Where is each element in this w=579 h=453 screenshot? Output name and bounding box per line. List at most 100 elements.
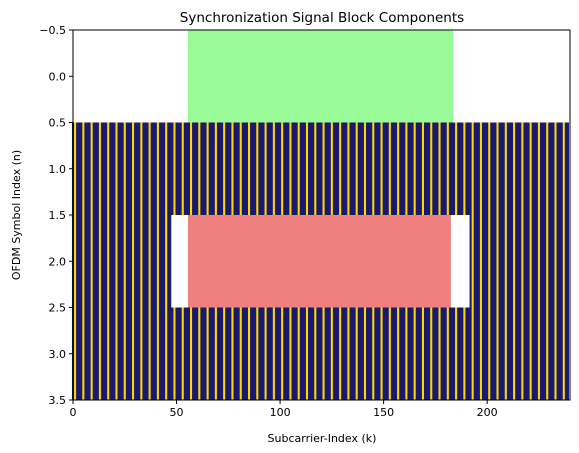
dmrs-cell-n1-k169 [421,122,425,215]
dmrs-cell-n1-k173 [430,122,433,215]
dmrs-cell-n1-k181 [446,122,449,215]
dmrs-cell-n3-k141 [363,307,367,400]
dmrs-cell-n1-k237 [562,122,565,215]
dmrs-cell-n2-k5 [82,215,85,308]
dmrs-cell-n1-k193 [471,122,474,215]
region-guard-n2-k48 [171,215,188,308]
dmrs-cell-n1-k189 [463,122,466,215]
dmrs-cell-n2-k17 [107,215,110,308]
dmrs-cell-n3-k45 [165,307,168,400]
dmrs-cell-n3-k49 [173,307,176,400]
dmrs-cell-n1-k1 [74,122,77,215]
dmrs-cell-n3-k33 [140,307,143,400]
dmrs-cell-n3-k89 [256,307,259,400]
dmrs-cell-n3-k129 [339,307,342,400]
region-sss-n2-k56 [187,215,451,308]
x-axis: 0 50 100 150 200 [70,400,498,419]
dmrs-cell-n2-k233 [554,215,557,308]
y-tick-label: 0.0 [49,70,67,83]
dmrs-cell-n3-k201 [488,307,491,400]
dmrs-cell-n3-k217 [521,307,524,400]
dmrs-cell-n1-k165 [413,122,416,215]
dmrs-cell-n1-k5 [82,122,85,215]
dmrs-cell-n3-k29 [132,307,135,400]
region-guard-n2-k183 [450,215,470,308]
dmrs-cell-n1-k93 [264,122,267,215]
region-pss-n0-k56 [187,30,453,123]
dmrs-cell-n3-k177 [438,307,441,400]
dmrs-cell-n3-k85 [247,307,251,400]
dmrs-cell-n2-k25 [123,215,126,308]
dmrs-cell-n3-k117 [314,307,317,400]
dmrs-cell-n1-k185 [455,122,458,215]
dmrs-cell-n2-k41 [156,215,159,308]
dmrs-cell-n1-k125 [330,122,333,215]
dmrs-cell-n3-k77 [231,307,234,400]
dmrs-cell-n1-k109 [297,122,300,215]
dmrs-cell-n1-k145 [372,122,375,215]
y-tick-label: −0.5 [39,24,66,37]
dmrs-cell-n1-k149 [380,122,383,215]
dmrs-cell-n1-k49 [173,122,176,215]
dmrs-cell-n1-k33 [140,122,143,215]
x-tick-label: 50 [170,406,184,419]
dmrs-cell-n2-k21 [115,215,118,308]
dmrs-cell-n3-k25 [123,307,126,400]
dmrs-cell-n1-k21 [115,122,118,215]
dmrs-cell-n1-k89 [256,122,259,215]
dmrs-cell-n2-k221 [529,215,532,308]
dmrs-cell-n1-k17 [107,122,110,215]
region-pbch-n2-k192 [469,215,569,308]
dmrs-cell-n1-k113 [305,122,309,215]
dmrs-cell-n1-k213 [513,122,516,215]
dmrs-cell-n3-k1 [74,307,77,400]
dmrs-cell-n1-k205 [496,122,499,215]
dmrs-cell-n1-k97 [272,122,275,215]
dmrs-cell-n3-k97 [272,307,275,400]
dmrs-cell-n3-k93 [264,307,267,400]
y-tick-label: 1.5 [49,209,67,222]
dmrs-cell-n1-k177 [438,122,441,215]
dmrs-cell-n3-k197 [479,307,482,400]
dmrs-cell-n1-k37 [148,122,151,215]
dmrs-cell-n3-k225 [537,307,540,400]
dmrs-cell-n3-k109 [297,307,300,400]
dmrs-cell-n1-k157 [397,122,400,215]
dmrs-cell-n3-k17 [107,307,110,400]
dmrs-cell-n2-k225 [537,215,540,308]
dmrs-cell-n1-k45 [165,122,168,215]
dmrs-cell-n1-k105 [289,122,292,215]
dmrs-cell-n1-k9 [90,122,93,215]
dmrs-cell-n3-k53 [181,307,184,400]
dmrs-cell-n3-k149 [380,307,383,400]
dmrs-cell-n3-k21 [115,307,118,400]
dmrs-cell-n1-k117 [314,122,317,215]
heatmap-cells [71,30,569,400]
dmrs-cell-n3-k173 [430,307,433,400]
dmrs-cell-n2-k201 [488,215,491,308]
x-tick-label: 0 [70,406,77,419]
dmrs-cell-n1-k121 [322,122,325,215]
dmrs-cell-n3-k213 [513,307,516,400]
y-tick-label: 1.0 [49,163,67,176]
dmrs-cell-n1-k25 [123,122,126,215]
dmrs-cell-n1-k101 [281,122,284,215]
dmrs-cell-n3-k105 [289,307,292,400]
dmrs-cell-n3-k121 [322,307,325,400]
dmrs-cell-n3-k61 [198,307,201,400]
dmrs-cell-n3-k229 [546,307,549,400]
dmrs-cell-n2-k37 [148,215,151,308]
y-axis-label: OFDM Symbol Index (n) [10,150,23,280]
dmrs-cell-n3-k233 [554,307,557,400]
dmrs-cell-n3-k169 [421,307,425,400]
dmrs-cell-n2-k205 [496,215,499,308]
dmrs-cell-n1-k153 [388,122,391,215]
dmrs-cell-n1-k13 [98,122,101,215]
dmrs-cell-n2-k213 [513,215,516,308]
x-tick-label: 100 [270,406,291,419]
dmrs-cell-n1-k29 [132,122,135,215]
dmrs-cell-n1-k141 [363,122,367,215]
dmrs-cell-n1-k225 [537,122,540,215]
dmrs-cell-n2-k1 [74,215,77,308]
dmrs-cell-n1-k137 [355,122,358,215]
